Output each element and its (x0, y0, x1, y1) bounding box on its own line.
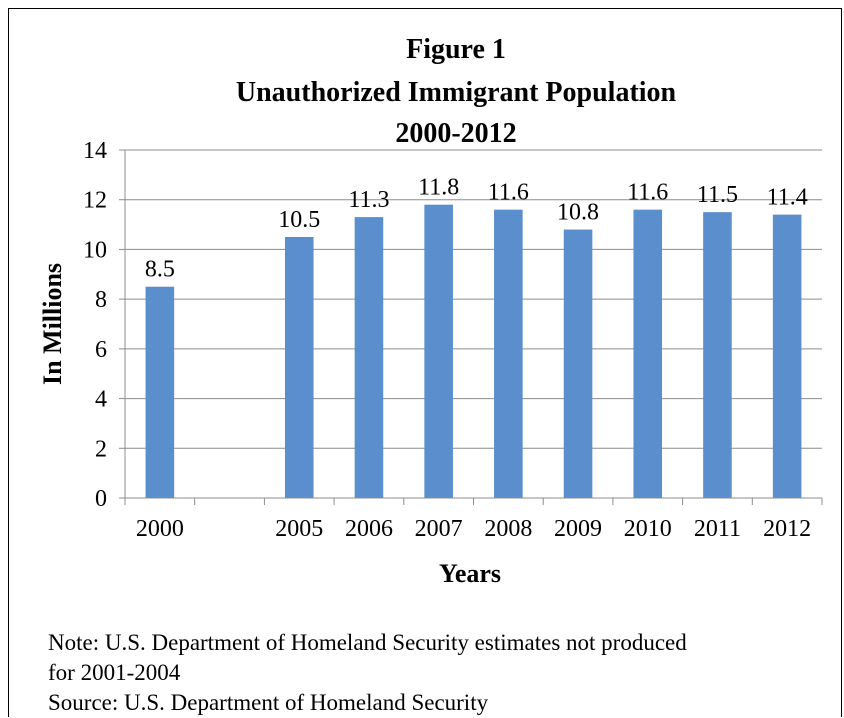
data-label: 10.5 (278, 207, 320, 233)
y-tick-label: 2 (95, 436, 107, 462)
figure-frame (8, 8, 842, 717)
figure-notes: Note: U.S. Department of Homeland Securi… (48, 628, 828, 718)
note-line-2: for 2001-2004 (48, 660, 181, 685)
x-tick-label: 2011 (694, 516, 741, 542)
y-tick-label: 10 (83, 237, 107, 263)
bar (424, 204, 453, 498)
data-label: 11.3 (348, 187, 389, 213)
bar (145, 286, 175, 498)
x-tick-label: 2008 (484, 516, 532, 542)
data-label: 8.5 (145, 257, 175, 283)
chart-title-line-1: Figure 1 (406, 34, 506, 65)
data-label: 10.8 (557, 200, 599, 226)
x-axis-tick-labels: 2000 2005 2006 2007 2008 2009 2010 2011 2012 (136, 516, 811, 542)
chart-title-line-2: Unauthorized Immigrant Population (236, 77, 677, 108)
bar (703, 212, 732, 498)
chart-title-line-3: 2000-2012 (395, 118, 516, 149)
bar (772, 214, 802, 498)
bar (354, 217, 384, 498)
gridlines (125, 149, 822, 449)
source-line: Source: U.S. Department of Homeland Secu… (48, 690, 489, 715)
data-label: 11.6 (488, 180, 529, 206)
y-tick-label: 6 (95, 337, 107, 363)
x-tick-label: 2006 (345, 516, 393, 542)
data-label: 11.4 (767, 185, 808, 211)
note-line-1: Note: U.S. Department of Homeland Securi… (48, 630, 687, 655)
x-tick-label: 2005 (275, 516, 323, 542)
bar (284, 237, 314, 498)
bar (494, 209, 523, 498)
x-tick-label: 2009 (554, 516, 602, 542)
y-tick-label: 4 (95, 387, 107, 413)
x-axis-title: Years (439, 559, 501, 588)
y-axis-tick-labels: 0 2 4 6 8 10 12 14 (83, 138, 125, 512)
x-tick-label: 2007 (415, 516, 463, 542)
axes (124, 150, 823, 505)
x-tick-label: 2012 (763, 516, 811, 542)
y-tick-label: 0 (95, 486, 107, 512)
bar (633, 209, 663, 498)
bars (145, 204, 802, 499)
x-tick-label: 2000 (136, 516, 184, 542)
y-tick-label: 8 (95, 287, 107, 313)
y-tick-label: 14 (83, 138, 107, 164)
y-axis-title: In Millions (38, 263, 67, 385)
bar (563, 229, 593, 499)
y-tick-label: 12 (83, 188, 107, 214)
x-tick-label: 2010 (624, 516, 672, 542)
data-label: 11.8 (418, 175, 459, 201)
chart-title: Figure 1 Unauthorized Immigrant Populati… (236, 34, 677, 149)
data-label: 11.5 (697, 182, 738, 208)
bar-chart: Figure 1 Unauthorized Immigrant Populati… (38, 34, 823, 588)
data-label: 11.6 (627, 180, 668, 206)
data-labels: 8.5 10.5 11.3 11.8 11.6 10.8 11.6 11.5 11.4 (145, 175, 808, 283)
